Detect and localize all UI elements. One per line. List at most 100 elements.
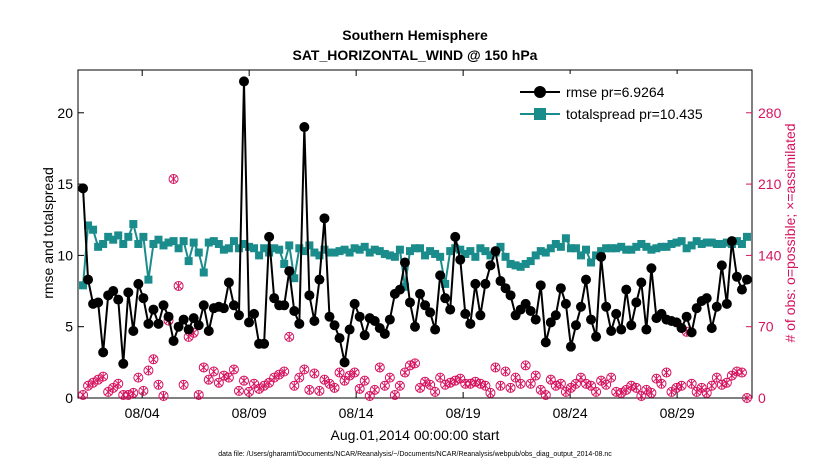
totalspread-marker [692,237,701,246]
totalspread-marker [179,237,188,246]
totalspread-marker [250,244,259,253]
rmse-marker [108,286,119,297]
totalspread-marker [345,248,354,257]
totalspread-marker [340,245,349,254]
totalspread-marker [516,262,525,271]
totalspread-marker [571,244,580,253]
obs-marker [465,378,476,389]
obs-marker [93,374,104,385]
totalspread-marker [335,247,344,256]
obs-marker [213,377,224,388]
totalspread-marker [204,238,213,247]
obs-marker [666,386,677,397]
obs-marker [259,380,270,391]
totalspread-marker [144,275,153,284]
rmse-marker [540,337,551,348]
obs-marker [218,370,229,381]
totalspread-marker [320,245,329,254]
obs-marker [510,372,521,383]
obs-marker [143,365,154,376]
totalspread-marker [426,247,435,256]
obs-marker [354,383,365,394]
totalspread-marker [486,251,495,260]
rmse-marker [545,317,556,328]
rmse-marker [294,318,305,329]
rmse-marker [706,323,717,334]
rmse-marker [420,300,431,311]
obs-marker [440,379,451,390]
rmse-marker [394,284,405,295]
totalspread-marker [677,237,686,246]
totalspread-marker [295,244,304,253]
obs-marker [495,380,506,391]
obs-marker [83,380,94,391]
totalspread-marker [114,231,123,240]
rmse-marker [339,357,350,368]
totalspread-marker [436,252,445,261]
x-tick-label: 08/19 [446,405,481,421]
rmse-marker [233,310,244,321]
legend-box [512,74,746,126]
totalspread-marker [239,239,248,248]
totalspread-marker [707,238,716,247]
obs-marker [384,372,395,383]
rmse-marker [631,297,642,308]
totalspread-marker [536,247,545,256]
rmse-marker [188,313,199,324]
obs-marker [168,173,179,184]
obs-marker [661,367,672,378]
rmse-marker [223,277,234,288]
totalspread-marker [576,251,585,260]
totalspread-marker [541,248,550,257]
rmse-marker [470,278,481,289]
rmse-marker [279,300,290,311]
rmse-marker [264,231,275,242]
obs-marker [711,372,722,383]
totalspread-marker [411,244,419,253]
totalspread-marker [511,261,520,270]
totalspread-marker [607,244,616,253]
obs-marker [123,389,134,400]
obs-marker [591,386,602,397]
legend-totalspread-marker [534,108,546,120]
obs-marker [445,377,456,388]
obs-marker [198,362,209,373]
totalspread-marker [582,245,591,254]
rmse-marker [163,311,174,322]
x-tick-label: 08/14 [339,405,374,421]
totalspread-marker [184,257,193,266]
totalspread-marker [405,247,414,256]
obs-marker [606,372,617,383]
rmse-marker [269,293,280,304]
totalspread-marker [350,244,359,253]
rmse-marker [178,314,189,325]
rmse-marker [415,288,426,299]
totalspread-marker [737,239,746,248]
obs-marker [238,375,249,386]
rmse-marker [691,303,702,314]
totalspread-marker [501,252,510,261]
obs-marker [394,380,405,391]
obs-marker [359,375,370,386]
rmse-marker [244,317,255,328]
obs-marker [540,389,551,400]
rmse-marker [440,293,451,304]
rmse-marker [259,338,270,349]
rmse-marker [455,254,466,265]
totalspread-marker [194,248,203,257]
rmse-marker [113,294,124,305]
obs-marker [269,372,280,383]
obs-marker [309,368,320,379]
totalspread-marker [657,242,666,251]
totalspread-marker [159,241,168,250]
rmse-marker [741,274,752,285]
obs-marker [641,384,652,395]
totalspread-marker [84,221,93,230]
totalspread-marker [506,259,515,268]
rmse-marker [565,341,576,352]
obs-marker [716,379,727,390]
obs-marker [430,386,441,397]
x-tick-label: 08/09 [232,405,267,421]
rmse-marker [731,271,742,282]
